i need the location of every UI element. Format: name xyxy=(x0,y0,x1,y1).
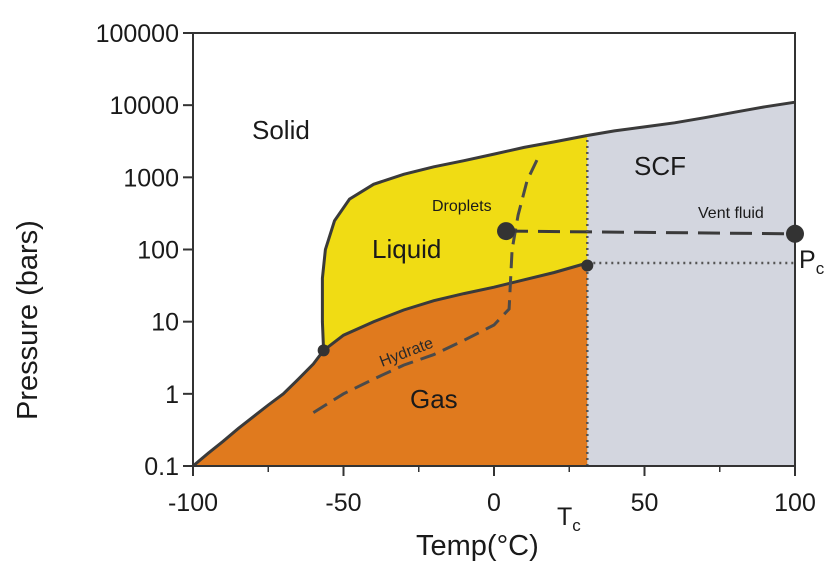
region-gas xyxy=(193,263,588,466)
region-label-solid: Solid xyxy=(252,115,310,145)
x-tick-label: 0 xyxy=(487,489,501,517)
x-tick-label: -50 xyxy=(325,489,361,517)
x-tick-label: 50 xyxy=(631,489,659,517)
hydrate-curve xyxy=(312,154,541,414)
phase-regions xyxy=(193,33,795,466)
y-axis-title: Pressure (bars) xyxy=(12,220,44,420)
y-tick-label: 0.1 xyxy=(144,453,179,481)
region-label-liquid: Liquid xyxy=(372,234,441,264)
x-tick-label: -100 xyxy=(168,489,218,517)
region-label-scf: SCF xyxy=(634,151,686,181)
y-tick-label: 100000 xyxy=(96,20,179,48)
tc-label: Tc xyxy=(557,503,581,535)
melting-curve xyxy=(320,100,796,351)
droplets-label: Droplets xyxy=(432,198,492,215)
plot-frame xyxy=(192,32,796,467)
phase-boundaries xyxy=(192,100,796,468)
axis-ticks: -100 -50 0 50 100 0.1 1 10 100 1000 10000 100000 xyxy=(96,20,816,517)
region-scf xyxy=(587,102,795,466)
droplets-marker xyxy=(497,222,516,241)
y-tick-label: 1000 xyxy=(123,164,179,192)
x-tick-label: 100 xyxy=(774,489,816,517)
region-label-gas: Gas xyxy=(410,384,458,414)
vent-fluid-marker xyxy=(786,224,804,243)
vent-path-line xyxy=(505,229,796,236)
y-tick-label: 1 xyxy=(165,381,179,409)
region-liquid xyxy=(322,135,588,351)
y-tick-label: 10000 xyxy=(109,92,179,120)
vaporization-curve xyxy=(322,261,588,352)
y-tick-label: 100 xyxy=(137,237,179,265)
y-tick-label: 10 xyxy=(151,309,179,337)
sublimation-curve xyxy=(192,349,325,468)
x-axis-title: Temp(°C) xyxy=(416,530,539,562)
critical-point-marker xyxy=(581,259,594,272)
triple-point-marker xyxy=(317,344,330,357)
vent-fluid-label: Vent fluid xyxy=(698,205,764,222)
markers xyxy=(317,222,804,357)
pc-label: Pc xyxy=(799,246,825,278)
